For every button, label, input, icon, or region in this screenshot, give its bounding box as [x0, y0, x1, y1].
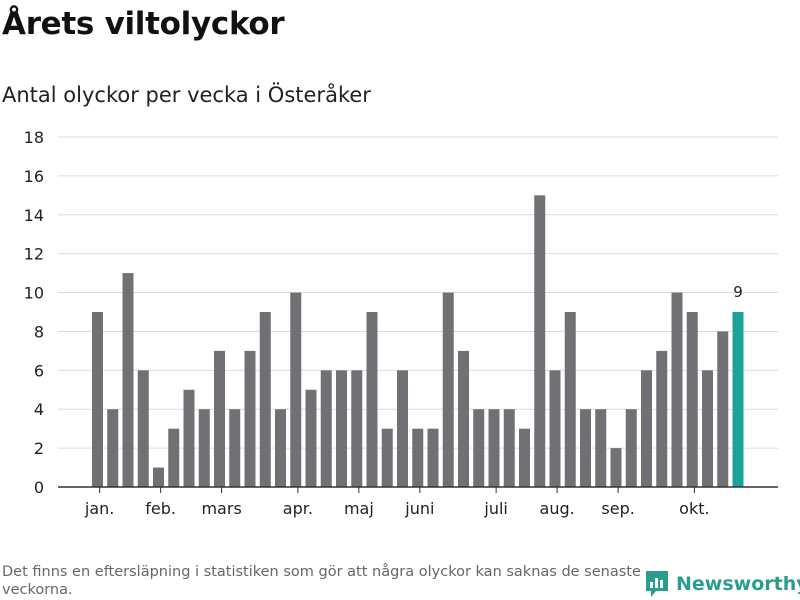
y-tick-label: 8 [34, 322, 44, 341]
bar [306, 390, 317, 487]
bar [519, 429, 530, 487]
bar [367, 312, 378, 487]
bar [199, 409, 210, 487]
bar [336, 370, 347, 487]
bar [443, 293, 454, 487]
bar-highlight [733, 312, 744, 487]
bar [412, 429, 423, 487]
x-tick-label: feb. [145, 499, 176, 518]
bar [245, 351, 256, 487]
y-tick-label: 18 [24, 128, 44, 147]
footnote: Det finns en eftersläpning i statistiken… [2, 563, 642, 599]
bar [550, 370, 561, 487]
bar [656, 351, 667, 487]
bar [229, 409, 240, 487]
bar [321, 370, 332, 487]
brand-logo[interactable]: Newsworthy [644, 569, 800, 599]
bar [428, 429, 439, 487]
newsworthy-logo-icon [644, 569, 670, 599]
x-tick-label: sep. [601, 499, 634, 518]
x-tick-label: juni [404, 499, 434, 518]
bar [168, 429, 179, 487]
bar [458, 351, 469, 487]
brand-name: Newsworthy [676, 573, 800, 595]
bar [184, 390, 195, 487]
bar [504, 409, 515, 487]
bar [534, 195, 545, 487]
bar [123, 273, 134, 487]
bar [92, 312, 103, 487]
bar [626, 409, 637, 487]
bar [290, 293, 301, 487]
bar [397, 370, 408, 487]
x-tick-label: maj [344, 499, 374, 518]
bar [153, 468, 164, 487]
bar [138, 370, 149, 487]
y-tick-label: 6 [34, 361, 44, 380]
x-tick-label: juli [483, 499, 507, 518]
bar [489, 409, 500, 487]
bar [275, 409, 286, 487]
bar [214, 351, 225, 487]
y-tick-label: 12 [24, 245, 44, 264]
bar [702, 370, 713, 487]
y-tick-label: 0 [34, 478, 44, 497]
y-tick-label: 10 [24, 284, 44, 303]
y-tick-label: 2 [34, 439, 44, 458]
bar [107, 409, 118, 487]
bar [565, 312, 576, 487]
x-tick-label: aug. [540, 499, 575, 518]
bar [260, 312, 271, 487]
x-tick-label: jan. [84, 499, 114, 518]
bar [611, 448, 622, 487]
x-tick-label: apr. [283, 499, 313, 518]
bar [641, 370, 652, 487]
y-tick-label: 14 [24, 206, 44, 225]
bar [473, 409, 484, 487]
bar [672, 293, 683, 487]
bar [687, 312, 698, 487]
data-label: 9 [733, 283, 743, 301]
x-tick-label: okt. [679, 499, 709, 518]
bar [382, 429, 393, 487]
y-tick-label: 16 [24, 167, 44, 186]
bar [580, 409, 591, 487]
bar [351, 370, 362, 487]
y-tick-label: 4 [34, 400, 44, 419]
bar-chart: 0 2 4 6 8 10 12 14 16 18 9 jan. feb. mars apr. maj juni j… [0, 0, 800, 560]
bar [717, 331, 728, 487]
x-tick-label: mars [201, 499, 241, 518]
bar [595, 409, 606, 487]
